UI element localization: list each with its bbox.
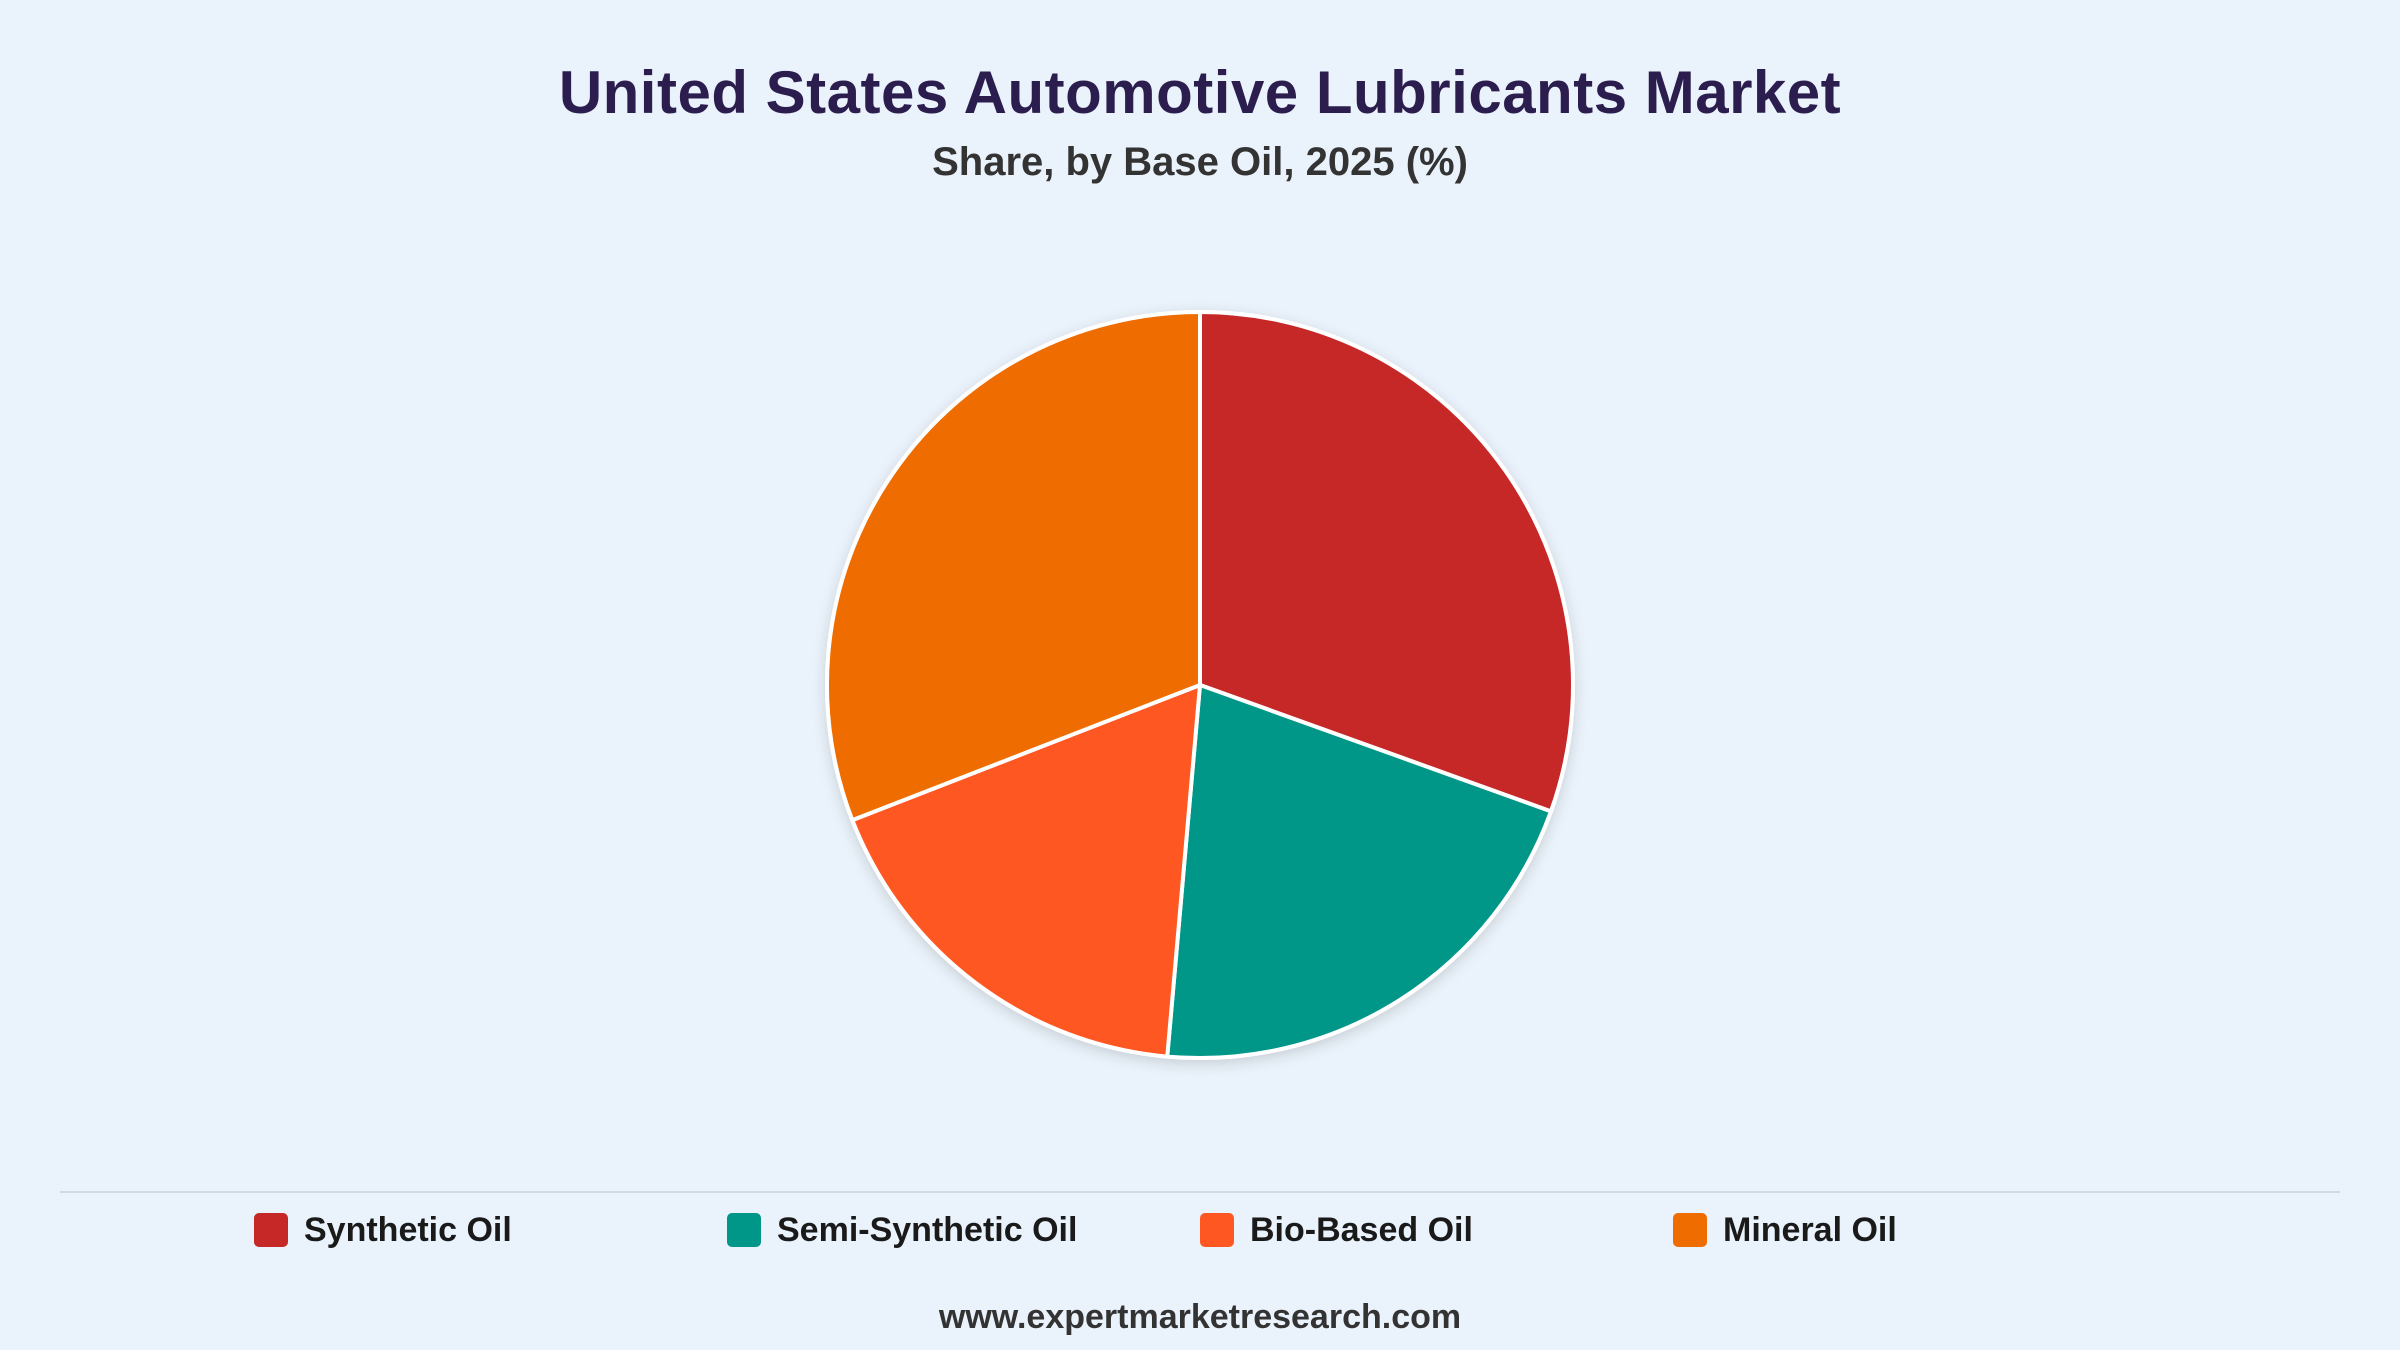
chart-subtitle: Share, by Base Oil, 2025 (%) <box>932 140 1468 184</box>
legend-swatch <box>1673 1213 1707 1247</box>
pie-slice-mineral-oil[interactable] <box>825 310 1202 823</box>
legend-label: Bio-Based Oil <box>1250 1210 1473 1249</box>
chart-title: United States Automotive Lubricants Mark… <box>558 59 1842 126</box>
pie-slice-bio-based-oil[interactable] <box>850 683 1202 1059</box>
legend-item-bio-based-oil[interactable]: Bio-Based Oil <box>1200 1205 1473 1255</box>
pie-slices <box>825 310 1575 1061</box>
legend-item-semi-synthetic-oil[interactable]: Semi-Synthetic Oil <box>727 1205 1077 1255</box>
legend-divider <box>60 1191 2340 1193</box>
legend-label: Mineral Oil <box>1723 1210 1897 1249</box>
legend-swatch <box>254 1213 288 1247</box>
legend-label: Semi-Synthetic Oil <box>777 1210 1078 1249</box>
pie-slice-synthetic-oil[interactable] <box>1198 310 1575 814</box>
pie-slice-semi-synthetic-oil[interactable] <box>1165 683 1553 1061</box>
source-url: www.expertmarketresearch.com <box>938 1298 1462 1336</box>
legend-swatch <box>1200 1213 1234 1247</box>
legend-item-synthetic-oil[interactable]: Synthetic Oil <box>254 1205 512 1255</box>
legend-item-mineral-oil[interactable]: Mineral Oil <box>1673 1205 1897 1255</box>
legend-label: Synthetic Oil <box>304 1210 512 1249</box>
chart-legend: Synthetic Oil Semi-Synthetic Oil Bio-Based… <box>0 1205 2400 1255</box>
legend-swatch <box>727 1213 761 1247</box>
